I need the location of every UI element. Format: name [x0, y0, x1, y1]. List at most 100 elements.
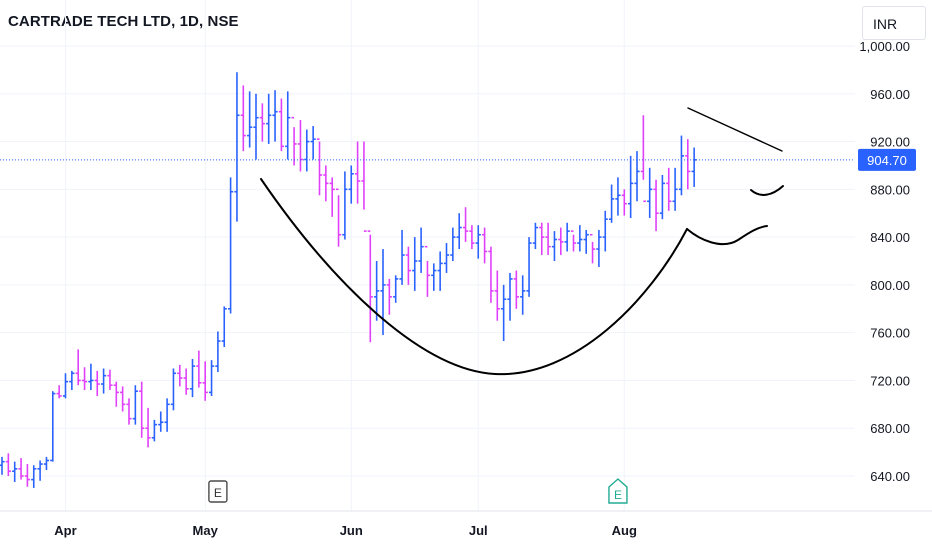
ohlc-bar: [494, 270, 500, 321]
ohlc-bar: [81, 367, 88, 390]
ohlc-bar: [335, 188, 342, 247]
resistance-trendline: [687, 107, 783, 152]
ohlc-bar: [462, 207, 469, 242]
price-tick-label: 960.00: [870, 87, 910, 102]
ohlc-bar: [323, 165, 329, 202]
ohlc-bars: [0, 72, 697, 488]
ohlc-bar: [475, 225, 481, 259]
pattern-drawings: [260, 107, 784, 376]
ohlc-bar: [678, 135, 685, 196]
ohlc-bar: [158, 411, 164, 432]
ohlc-bar: [424, 245, 431, 297]
ohlc-bar: [278, 98, 284, 152]
ohlc-bar: [374, 261, 380, 321]
last-price-box: [858, 148, 916, 171]
ohlc-bar: [437, 251, 443, 291]
price-tick-label: 880.00: [870, 182, 910, 197]
ohlc-bar: [405, 246, 411, 285]
price-tick-label: 680.00: [870, 421, 910, 436]
ohlc-bar: [12, 461, 18, 482]
ohlc-bar: [69, 370, 75, 390]
ohlc-bar: [659, 175, 665, 220]
ohlc-bar: [196, 350, 202, 388]
ohlc-bar: [310, 126, 316, 160]
price-axis: 1,000.00 960.00 920.00 880.00 840.00 800.00 76…: [859, 39, 910, 484]
ohlc-bar: [291, 116, 297, 166]
ohlc-bar: [0, 456, 5, 475]
cup-curve: [260, 178, 688, 376]
ohlc-bar: [266, 93, 272, 144]
ohlc-bar: [126, 398, 132, 425]
ohlc-bar: [443, 243, 450, 273]
ohlc-bar: [151, 419, 157, 442]
ohlc-bar: [507, 272, 513, 321]
ohlc-bar: [164, 398, 170, 432]
ohlc-bar: [596, 229, 602, 267]
time-tick-label: Jun: [340, 523, 363, 538]
earnings-label: E: [614, 488, 622, 502]
ohlc-bar: [621, 189, 627, 216]
ohlc-bar: [139, 381, 145, 438]
ohlc-bar: [501, 284, 507, 342]
ohlc-bar: [412, 237, 418, 291]
ohlc-bar: [50, 391, 56, 462]
ohlc-bar: [393, 275, 399, 303]
ohlc-bar: [94, 370, 100, 396]
time-tick-label: Apr: [54, 523, 76, 538]
ohlc-bar: [37, 460, 43, 481]
ohlc-bar: [183, 368, 189, 395]
ohlc-bar: [177, 364, 183, 387]
ohlc-bar: [253, 93, 259, 160]
ohlc-bar: [329, 177, 335, 217]
ohlc-bar: [75, 349, 81, 386]
ohlc-bar: [101, 368, 107, 394]
ohlc-bar: [539, 222, 545, 256]
ohlc-bar: [355, 141, 361, 204]
ohlc-bar: [24, 464, 30, 487]
ohlc-bar: [367, 230, 373, 343]
ohlc-bar: [647, 167, 653, 218]
ohlc-bar: [450, 227, 456, 261]
ohlc-bar: [240, 85, 246, 152]
time-tick-label: May: [193, 523, 219, 538]
earnings-label: E: [214, 486, 222, 500]
ohlc-bar: [418, 227, 424, 273]
ohlc-bar: [488, 246, 494, 303]
ohlc-bar: [564, 222, 570, 252]
price-tick-label: 720.00: [870, 373, 910, 388]
ohlc-bar: [526, 237, 532, 297]
grid-lines: [0, 0, 855, 511]
earnings-marker: E: [208, 480, 228, 503]
price-tick-label: 840.00: [870, 230, 910, 245]
last-price-badge: 904.70: [858, 148, 916, 171]
time-axis: Apr May Jun Jul Aug: [54, 523, 637, 538]
ohlc-bar: [589, 233, 596, 264]
ohlc-bar: [221, 306, 227, 347]
ohlc-bar: [602, 210, 608, 252]
currency-selector[interactable]: INR: [862, 6, 926, 40]
cup-right-rim: [686, 225, 768, 246]
price-tick-label: 760.00: [870, 326, 910, 341]
ohlc-bar: [691, 147, 697, 187]
ohlc-bar: [234, 72, 240, 222]
earnings-badge: [208, 480, 228, 503]
ohlc-bar: [247, 91, 253, 148]
ohlc-bar: [685, 139, 691, 190]
ohlc-bar: [189, 358, 196, 398]
ohlc-bar: [43, 456, 50, 471]
last-price-label: 904.70: [867, 153, 907, 168]
ohlc-bar: [361, 141, 367, 232]
ohlc-bar: [545, 222, 551, 256]
ohlc-bar: [208, 360, 215, 396]
price-tick-label: 640.00: [870, 469, 910, 484]
time-tick-label: Aug: [612, 523, 637, 538]
ohlc-bar: [520, 275, 526, 315]
time-tick-label: Jul: [469, 523, 488, 538]
ohlc-bar: [456, 213, 462, 250]
ohlc-bar: [640, 115, 646, 203]
ohlc-bar: [609, 184, 615, 223]
ohlc-bar: [399, 229, 405, 285]
ohlc-bar: [120, 386, 126, 412]
ohlc-bar: [577, 225, 583, 252]
